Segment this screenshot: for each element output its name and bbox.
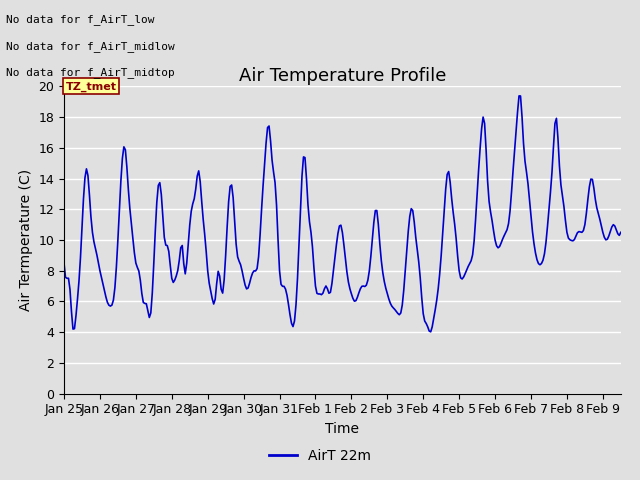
Text: No data for f_AirT_midtop: No data for f_AirT_midtop [6,67,175,78]
X-axis label: Time: Time [325,422,360,436]
Text: No data for f_AirT_low: No data for f_AirT_low [6,14,155,25]
Title: Air Temperature Profile: Air Temperature Profile [239,67,446,85]
Text: No data for f_AirT_midlow: No data for f_AirT_midlow [6,41,175,52]
Text: TZ_tmet: TZ_tmet [65,81,116,92]
Legend: AirT 22m: AirT 22m [264,443,376,468]
Y-axis label: Air Termperature (C): Air Termperature (C) [19,169,33,311]
